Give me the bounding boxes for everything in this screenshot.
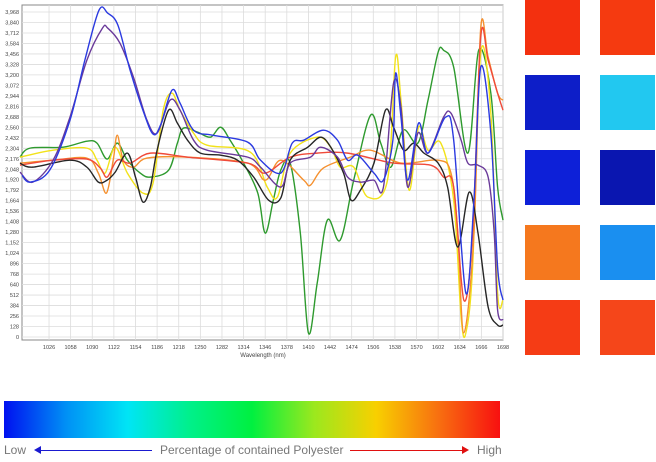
y-tick-label: 0 xyxy=(16,335,19,341)
y-tick-label: 2,560 xyxy=(5,125,19,131)
sample-swatch xyxy=(600,300,655,355)
y-tick-label: 2,432 xyxy=(5,136,19,142)
y-tick-label: 2,944 xyxy=(5,94,19,100)
sample-swatch xyxy=(525,225,580,280)
low-arrow-icon xyxy=(34,446,152,454)
x-tick-label: 1570 xyxy=(410,345,422,351)
x-axis-label: Wavelength (nm) xyxy=(240,353,285,359)
x-tick-label: 1410 xyxy=(302,345,314,351)
x-tick-label: 1346 xyxy=(259,345,271,351)
x-tick-label: 1186 xyxy=(151,345,163,351)
y-tick-label: 640 xyxy=(10,283,19,289)
x-tick-label: 1698 xyxy=(497,345,509,351)
y-tick-label: 3,584 xyxy=(5,41,19,47)
colorbar-caption: Percentage of contained Polyester xyxy=(160,443,344,457)
x-tick-label: 1058 xyxy=(65,345,77,351)
x-tick-label: 1538 xyxy=(389,345,401,351)
colorbar-gradient xyxy=(4,401,500,438)
y-tick-label: 1,664 xyxy=(5,199,19,205)
y-tick-label: 128 xyxy=(10,325,19,331)
sample-swatch xyxy=(600,0,655,55)
colorbar-legend: Low Percentage of contained Polyester Hi… xyxy=(0,443,510,459)
sample-swatch xyxy=(525,75,580,130)
y-tick-label: 1,920 xyxy=(5,178,19,184)
x-tick-label: 1474 xyxy=(346,345,358,351)
x-tick-label: 1442 xyxy=(324,345,336,351)
x-tick-label: 1250 xyxy=(194,345,206,351)
y-tick-label: 1,024 xyxy=(5,251,19,257)
x-tick-label: 1122 xyxy=(108,345,120,351)
y-tick-label: 1,280 xyxy=(5,230,19,236)
y-tick-label: 3,328 xyxy=(5,62,19,68)
low-label: Low xyxy=(4,443,27,457)
y-tick-label: 384 xyxy=(10,304,19,310)
y-tick-label: 1,408 xyxy=(5,220,19,226)
y-tick-label: 3,072 xyxy=(5,83,19,89)
y-tick-label: 1,536 xyxy=(5,209,19,215)
y-tick-label: 1,152 xyxy=(5,241,19,247)
sample-swatch xyxy=(600,75,655,130)
spectra-line-chart: 0 128 256 384 512 640 768 896 1,024 1,152 1,280 1,4… xyxy=(5,4,509,359)
y-tick-label: 2,176 xyxy=(5,157,19,163)
y-tick-label: 3,456 xyxy=(5,52,19,58)
series-line-purple xyxy=(19,24,504,321)
series-line-blue xyxy=(21,6,504,301)
x-tick-label: 1666 xyxy=(475,345,487,351)
x-tick-label: 1154 xyxy=(130,345,142,351)
y-tick-label: 768 xyxy=(10,272,19,278)
high-label: High xyxy=(477,443,502,457)
y-tick-label: 512 xyxy=(10,293,19,299)
sample-swatch xyxy=(600,225,655,280)
series-lines xyxy=(19,6,504,339)
high-arrow-icon xyxy=(350,446,469,454)
x-tick-label: 1602 xyxy=(432,345,444,351)
sample-swatch xyxy=(525,0,580,55)
y-tick-label: 3,840 xyxy=(5,20,19,26)
y-tick-label: 1,792 xyxy=(5,188,19,194)
x-tick-label: 1506 xyxy=(367,345,379,351)
x-tick-label: 1090 xyxy=(86,345,98,351)
x-tick-label: 1026 xyxy=(43,345,55,351)
y-tick-label: 2,048 xyxy=(5,167,19,173)
y-tick-label: 3,200 xyxy=(5,73,19,79)
y-tick-label: 256 xyxy=(10,314,19,320)
y-tick-label: 3,712 xyxy=(5,31,19,37)
y-tick-label: 2,688 xyxy=(5,115,19,121)
gridlines xyxy=(22,5,504,340)
sample-swatch xyxy=(600,150,655,205)
y-tick-label: 2,816 xyxy=(5,104,19,110)
sample-swatch xyxy=(525,150,580,205)
y-tick-label: 896 xyxy=(10,262,19,268)
x-tick-label: 1314 xyxy=(237,345,249,351)
x-tick-label: 1634 xyxy=(454,345,466,351)
sample-swatch xyxy=(525,300,580,355)
x-tick-label: 1282 xyxy=(216,345,228,351)
x-tick-label: 1218 xyxy=(173,345,185,351)
y-tick-label: 3,968 xyxy=(5,10,19,16)
series-line-orange xyxy=(19,18,504,334)
y-tick-label: 2,304 xyxy=(5,146,19,152)
x-axis-ticks: 1026 1058 1090 1122 1154 1186 1218 1250 1282 1314… xyxy=(43,345,509,351)
x-tick-label: 1378 xyxy=(281,345,293,351)
y-axis-ticks: 0 128 256 384 512 640 768 896 1,024 1,152 1,280 1,4… xyxy=(5,10,19,341)
